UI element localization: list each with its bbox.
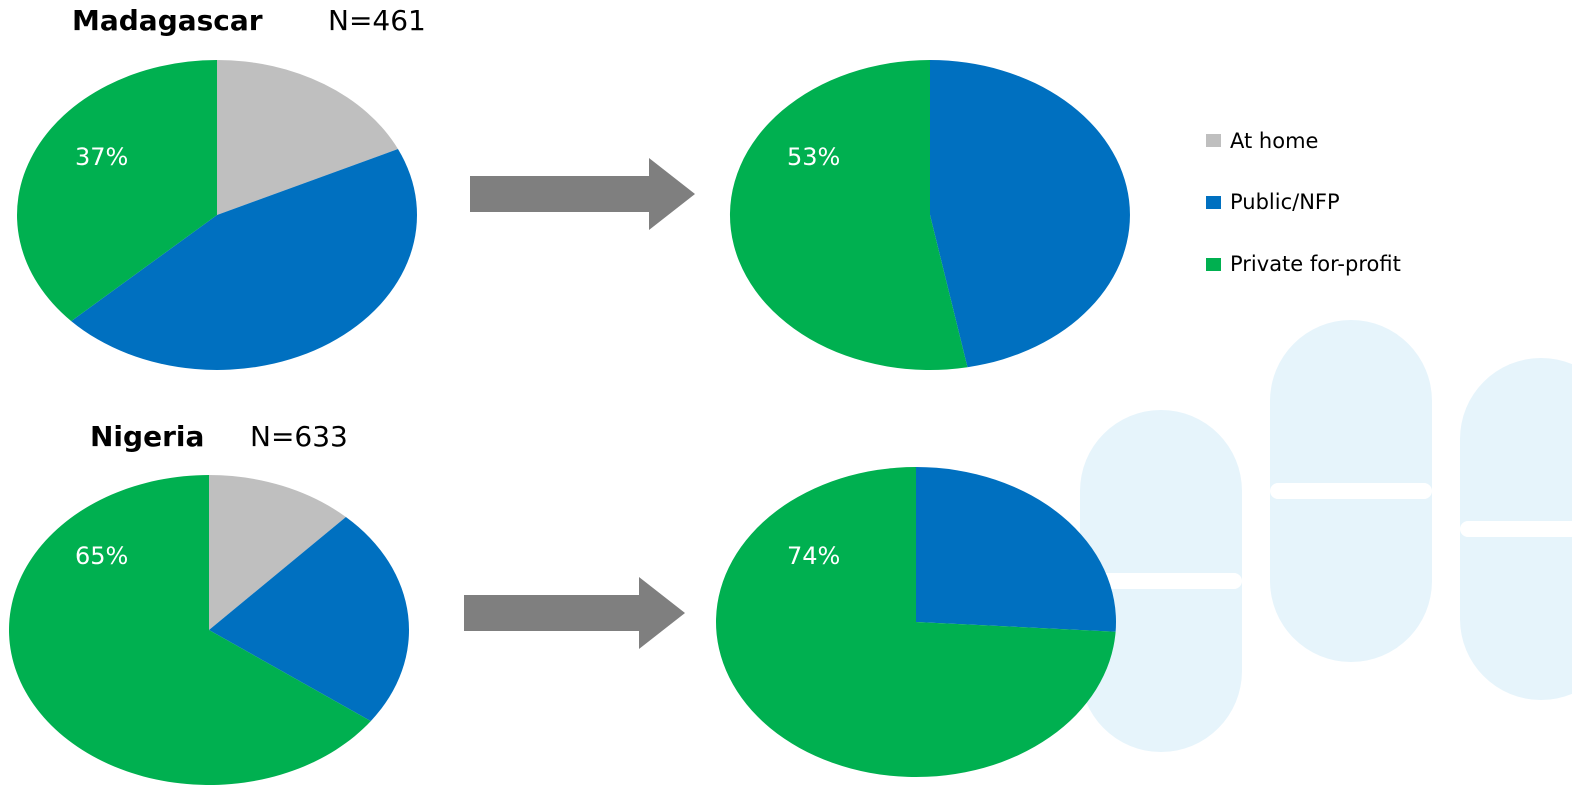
pie-0-slice-public-nfp <box>71 149 418 370</box>
pie-2-slice-private-for-profit <box>8 475 371 785</box>
legend-label-at-home: At home <box>1230 129 1318 153</box>
watermark-pill-band-0 <box>1080 573 1242 589</box>
pie-chart-0: 37% <box>17 60 418 370</box>
legend: At home Public/NFP Private for-profit <box>1206 129 1401 276</box>
legend-label-public-nfp: Public/NFP <box>1230 190 1340 214</box>
pie-3-slice-public-nfp <box>916 467 1117 632</box>
pie-2-slice-public-nfp <box>209 517 409 722</box>
pie-chart-1: 53% <box>729 59 1130 370</box>
pie-2-slice-at-home <box>209 475 346 630</box>
pie-0-slice-private-for-profit <box>17 60 217 322</box>
nigeria-n-label: N=633 <box>250 420 348 453</box>
pie-1-slice-public-nfp <box>930 60 1130 368</box>
pie-3-data-label: 74% <box>787 542 840 570</box>
pie-chart-3: 74% <box>716 467 1117 777</box>
arrows <box>464 158 695 649</box>
legend-swatch-at-home <box>1206 134 1221 147</box>
pill-watermark <box>1080 320 1572 752</box>
pie-1-data-label: 53% <box>787 143 840 171</box>
pie-0-slice-at-home <box>217 60 398 215</box>
pie-chart-2: 65% <box>8 475 409 785</box>
madagascar-title: Madagascar <box>72 4 263 37</box>
right-arrow-icon-0 <box>470 158 695 230</box>
legend-swatch-private-for-profit <box>1206 258 1221 271</box>
watermark-pill-band-2 <box>1460 521 1572 537</box>
pie-3-slice-private-for-profit <box>716 467 1116 777</box>
right-arrow-icon-1 <box>464 577 685 649</box>
legend-label-private-for-profit: Private for-profit <box>1230 252 1401 276</box>
nigeria-title: Nigeria <box>90 420 204 453</box>
pie-0-data-label: 37% <box>75 143 128 171</box>
madagascar-n-label: N=461 <box>328 4 426 37</box>
pie-2-data-label: 65% <box>75 542 128 570</box>
pie-1-slice-private-for-profit <box>729 59 968 370</box>
legend-swatch-public-nfp <box>1206 196 1221 209</box>
watermark-pill-band-1 <box>1270 483 1432 499</box>
pie-charts: 37% 53% 65% 74% <box>8 59 1130 785</box>
